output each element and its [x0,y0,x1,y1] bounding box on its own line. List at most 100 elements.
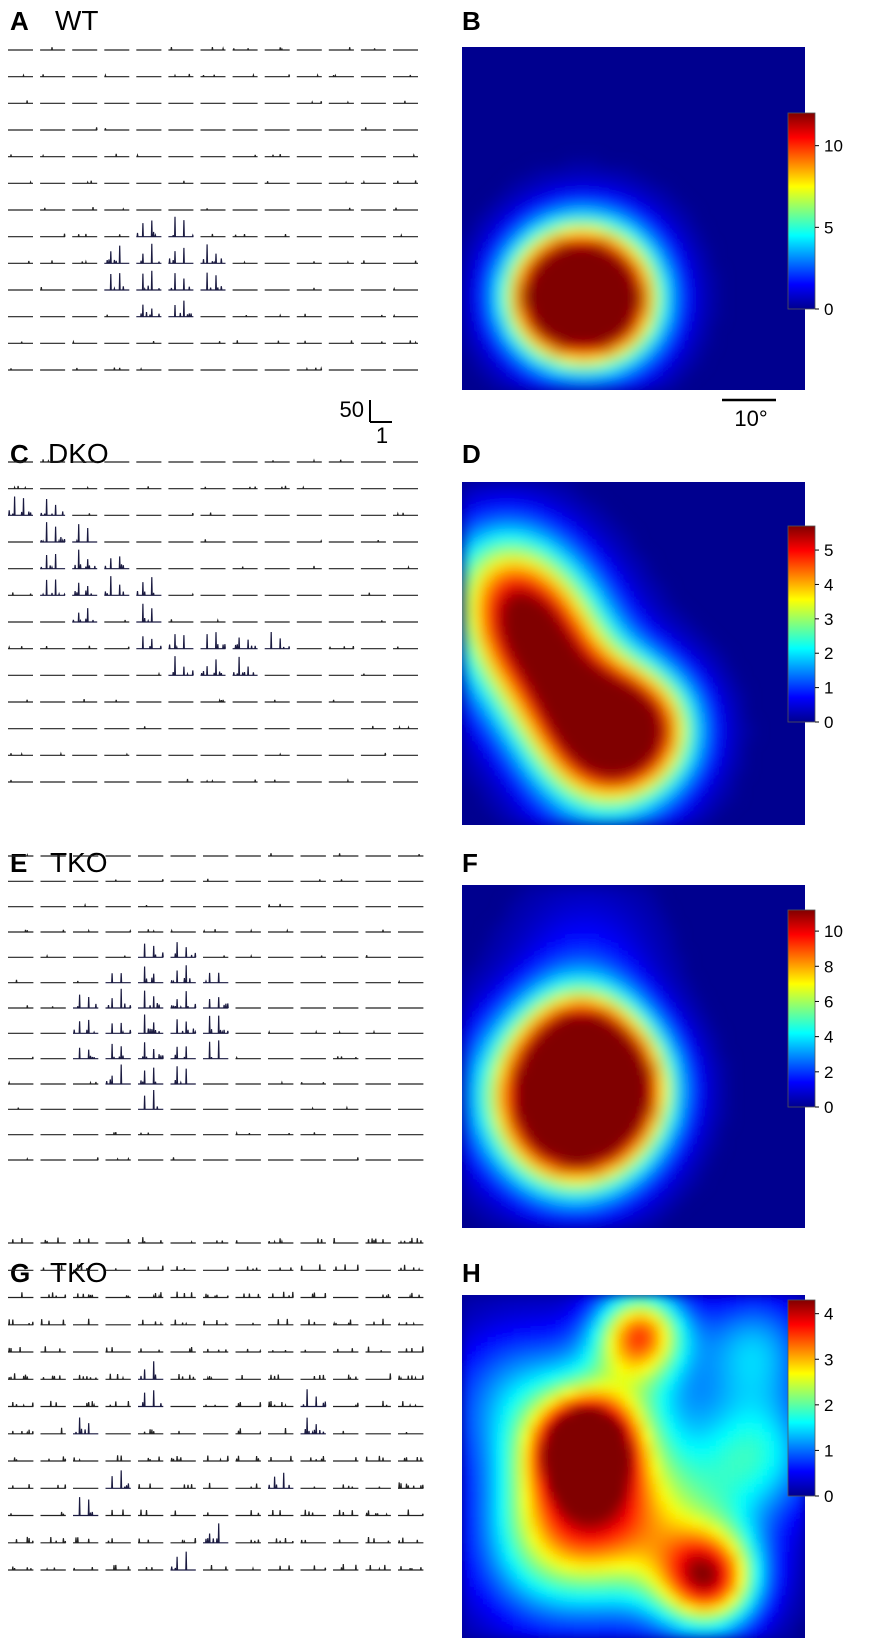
heatmap-cell [573,490,583,500]
heatmap-cell [616,533,626,543]
heatmap-cell [530,192,540,202]
heatmap-cell [590,713,600,723]
heatmap-cell [582,304,592,314]
heatmap-cell [684,1509,695,1519]
heatmap-cell [770,1483,780,1493]
heatmap-cell [779,1372,789,1382]
trace-r7-c9 [300,1417,326,1435]
heatmap-cell [462,747,472,757]
heatmap-cell [796,1509,805,1519]
heatmap-cell [659,987,669,998]
heatmap-cell [487,1176,497,1186]
heatmap-cell [667,636,677,646]
heatmap-cell [736,722,746,732]
heatmap-cell [504,1355,515,1365]
heatmap-cell [744,1535,755,1545]
heatmap-cell [633,885,643,895]
heatmap-cell [642,201,652,211]
heatmap-cell [642,1337,652,1348]
trace-r10-c10 [333,1105,359,1110]
heatmap-cell [659,1483,669,1493]
heatmap-cell [693,1056,703,1066]
heatmap-cell [513,1440,523,1450]
heatmap-cell [504,610,515,620]
heatmap-cell [607,670,617,680]
heatmap-cell [470,996,480,1006]
heatmap-cell [522,550,532,560]
heatmap-cell [599,1535,609,1545]
heatmap-cell [590,287,600,297]
heatmap-cell [676,722,686,732]
heatmap-cell [753,1569,763,1579]
heatmap-cell [633,619,643,629]
heatmap-cell [676,662,686,672]
trace-r5-c11 [365,1373,392,1380]
heatmap-cell [590,1552,600,1562]
heatmap-cell [667,1483,677,1493]
heatmap-cell [513,756,523,766]
heatmap-cell [564,1449,575,1459]
heatmap-cell [599,945,609,955]
heatmap-cell [607,1337,617,1348]
heatmap-cell [659,1363,669,1373]
heatmap-cell [479,1337,489,1348]
heatmap-cell [624,175,635,185]
heatmap-cell [573,1133,583,1143]
heatmap-cell [642,936,652,946]
heatmap-cell [719,1099,729,1109]
heatmap-cell [522,1159,532,1169]
heatmap-cell [556,1440,566,1450]
heatmap-cell [659,261,669,271]
heatmap-cell [556,773,566,783]
heatmap-cell [702,1065,712,1075]
heatmap-cell [667,1526,677,1536]
heatmap-cell [710,713,720,723]
heatmap-cell [642,576,652,586]
heatmap-cell [642,1355,652,1365]
heatmap-cell [487,1363,497,1373]
heatmap-cell [702,1535,712,1545]
heatmap-cell [659,1116,669,1126]
heatmap-cell [479,1449,489,1459]
heatmap-cell [676,1346,686,1356]
heatmap-cell [633,1210,643,1221]
heatmap-cell [504,1082,515,1092]
heatmap-cell [590,516,600,526]
heatmap-cell [462,1295,472,1305]
heatmap-cell [539,244,549,254]
heatmap-cell [607,1312,617,1322]
heatmap-cell [539,167,549,177]
heatmap-cell [479,1346,489,1356]
heatmap-cell [710,1142,720,1152]
heatmap-cell [607,1432,617,1442]
heatmap-cell [590,816,600,825]
heatmap-cell [607,1586,617,1596]
heatmap-cell [504,278,515,288]
heatmap-cell [504,312,515,322]
heatmap-cell [513,304,523,314]
heatmap-cell [667,209,677,220]
heatmap-cell [504,261,515,271]
heatmap-cell [659,996,669,1006]
heatmap-cell [693,653,703,663]
heatmap-cell [642,235,652,245]
heatmap-cell [530,209,540,220]
heatmap-cell [659,1090,669,1100]
heatmap-cell [599,610,609,620]
heatmap-cell [684,987,695,998]
heatmap-cell [642,1013,652,1023]
heatmap-cell [496,482,506,492]
heatmap-cell [693,1492,703,1502]
heatmap-cell [633,773,643,783]
heatmap-cell [462,704,472,715]
heatmap-cell [650,1552,660,1562]
trace-r0-c6 [203,1240,229,1244]
heatmap-cell [504,1320,515,1330]
heatmap-cell [513,576,523,586]
trace-r9-c4 [138,1067,164,1085]
heatmap-cell [762,1483,772,1493]
heatmap-cell [462,1133,472,1143]
heatmap-cell [736,687,746,697]
heatmap-cell [710,1312,720,1322]
heatmap-cell [513,996,523,1006]
